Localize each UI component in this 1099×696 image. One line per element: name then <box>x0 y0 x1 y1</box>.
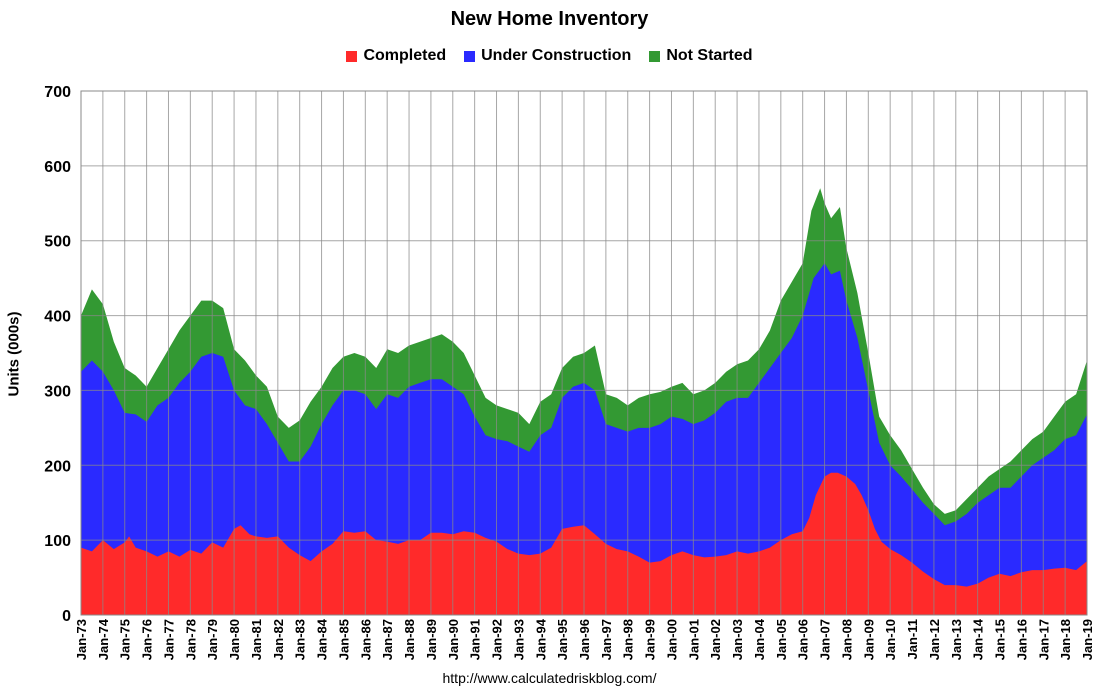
x-tick-label: Jan-88 <box>402 619 417 660</box>
y-tick-label: 400 <box>44 309 71 326</box>
x-tick-label: Jan-05 <box>774 619 789 660</box>
x-tick-label: Jan-99 <box>643 619 658 660</box>
x-tick-label: Jan-09 <box>861 619 876 660</box>
legend-swatch-not-started <box>649 50 661 62</box>
x-tick-label: Jan-03 <box>730 619 745 660</box>
y-tick-label: 200 <box>44 458 71 475</box>
x-tick-label: Jan-16 <box>1014 619 1029 660</box>
x-tick-label: Jan-90 <box>446 619 461 660</box>
x-tick-label: Jan-12 <box>927 619 942 660</box>
x-tick-label: Jan-86 <box>358 619 373 660</box>
x-tick-label: Jan-81 <box>249 619 264 660</box>
x-tick-label: Jan-10 <box>883 619 898 660</box>
legend-swatch-under-construction <box>464 50 476 62</box>
y-tick-label: 600 <box>44 159 71 176</box>
plot-border <box>80 90 1088 616</box>
x-tick-label: Jan-73 <box>74 619 89 660</box>
x-tick-label: Jan-77 <box>161 619 176 660</box>
legend-label-completed: Completed <box>363 47 447 64</box>
x-tick-label: Jan-84 <box>315 618 330 660</box>
y-tick-label: 0 <box>62 608 71 625</box>
y-tick-label: 500 <box>44 234 71 251</box>
x-tick-label: Jan-04 <box>752 618 767 660</box>
x-tick-label: Jan-75 <box>118 619 133 660</box>
x-tick-label: Jan-08 <box>839 619 854 660</box>
x-tick-label: Jan-96 <box>577 619 592 660</box>
x-tick-label: Jan-95 <box>555 619 570 660</box>
y-tick-label: 100 <box>44 533 71 550</box>
x-tick-label: Jan-78 <box>183 619 198 660</box>
legend-swatch-completed <box>346 50 358 62</box>
x-tick-label: Jan-93 <box>511 619 526 660</box>
x-tick-label: Jan-79 <box>205 619 220 660</box>
legend: Completed Under Construction Not Started <box>0 47 1099 65</box>
y-tick-label: 700 <box>44 84 71 101</box>
x-tick-label: Jan-00 <box>664 619 679 660</box>
y-tick-label: 300 <box>44 383 71 400</box>
x-tick-label: Jan-85 <box>336 619 351 660</box>
x-tick-label: Jan-97 <box>599 619 614 660</box>
x-tick-label: Jan-06 <box>796 619 811 660</box>
x-tick-label: Jan-14 <box>971 618 986 660</box>
x-tick-label: Jan-91 <box>468 619 483 660</box>
x-tick-label: Jan-13 <box>949 619 964 660</box>
x-tick-label: Jan-87 <box>380 619 395 660</box>
x-tick-label: Jan-76 <box>140 619 155 660</box>
x-tick-label: Jan-80 <box>227 619 242 660</box>
x-tick-label: Jan-18 <box>1058 619 1073 660</box>
x-tick-label: Jan-02 <box>708 619 723 660</box>
x-tick-label: Jan-07 <box>818 619 833 660</box>
legend-label-under-construction: Under Construction <box>481 47 632 64</box>
x-tick-label: Jan-94 <box>533 618 548 660</box>
x-tick-label: Jan-19 <box>1080 619 1095 660</box>
x-tick-label: Jan-17 <box>1036 619 1051 660</box>
chart-title: New Home Inventory <box>450 8 649 30</box>
x-tick-label: Jan-83 <box>293 619 308 660</box>
x-tick-label: Jan-74 <box>96 618 111 660</box>
legend-item-not-started: Not Started <box>649 47 753 65</box>
x-tick-label: Jan-92 <box>490 619 505 660</box>
source-url: http://www.calculatedriskblog.com/ <box>442 670 657 686</box>
x-tick-label: Jan-01 <box>686 619 701 660</box>
x-tick-label: Jan-98 <box>621 619 636 660</box>
x-tick-label: Jan-15 <box>993 619 1008 660</box>
legend-item-completed: Completed <box>346 47 446 65</box>
x-tick-label: Jan-89 <box>424 619 439 660</box>
x-tick-label: Jan-82 <box>271 619 286 660</box>
x-tick-label: Jan-11 <box>905 619 920 659</box>
legend-item-under-construction: Under Construction <box>464 47 631 65</box>
legend-label-not-started: Not Started <box>666 47 753 64</box>
